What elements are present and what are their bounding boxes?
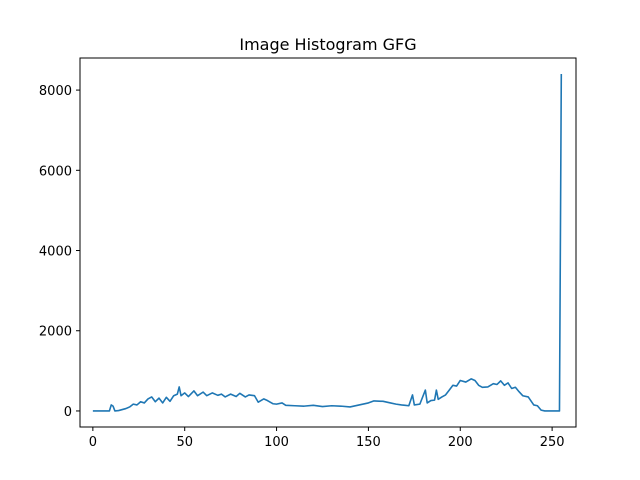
x-tick-label: 50 [176,435,193,450]
y-tick-label: 6000 [39,164,72,179]
series-layer [92,74,563,412]
plot-area-frame [79,57,577,428]
x-tick-label: 100 [264,435,289,450]
y-tick-label: 0 [64,405,72,420]
series-line-histogram [92,74,563,412]
x-tick-label: 0 [89,435,97,450]
x-tick-label: 150 [356,435,381,450]
y-axis: 0 2000 4000 6000 8000 [39,84,80,420]
y-tick-label: 8000 [39,84,72,99]
chart-title: Image Histogram GFG [239,35,416,54]
y-tick-label: 2000 [39,325,72,340]
x-tick-label: 200 [448,435,473,450]
y-tick-label: 4000 [39,245,72,260]
x-axis: 0 50 100 150 200 250 [89,427,565,450]
x-tick-label: 250 [540,435,565,450]
